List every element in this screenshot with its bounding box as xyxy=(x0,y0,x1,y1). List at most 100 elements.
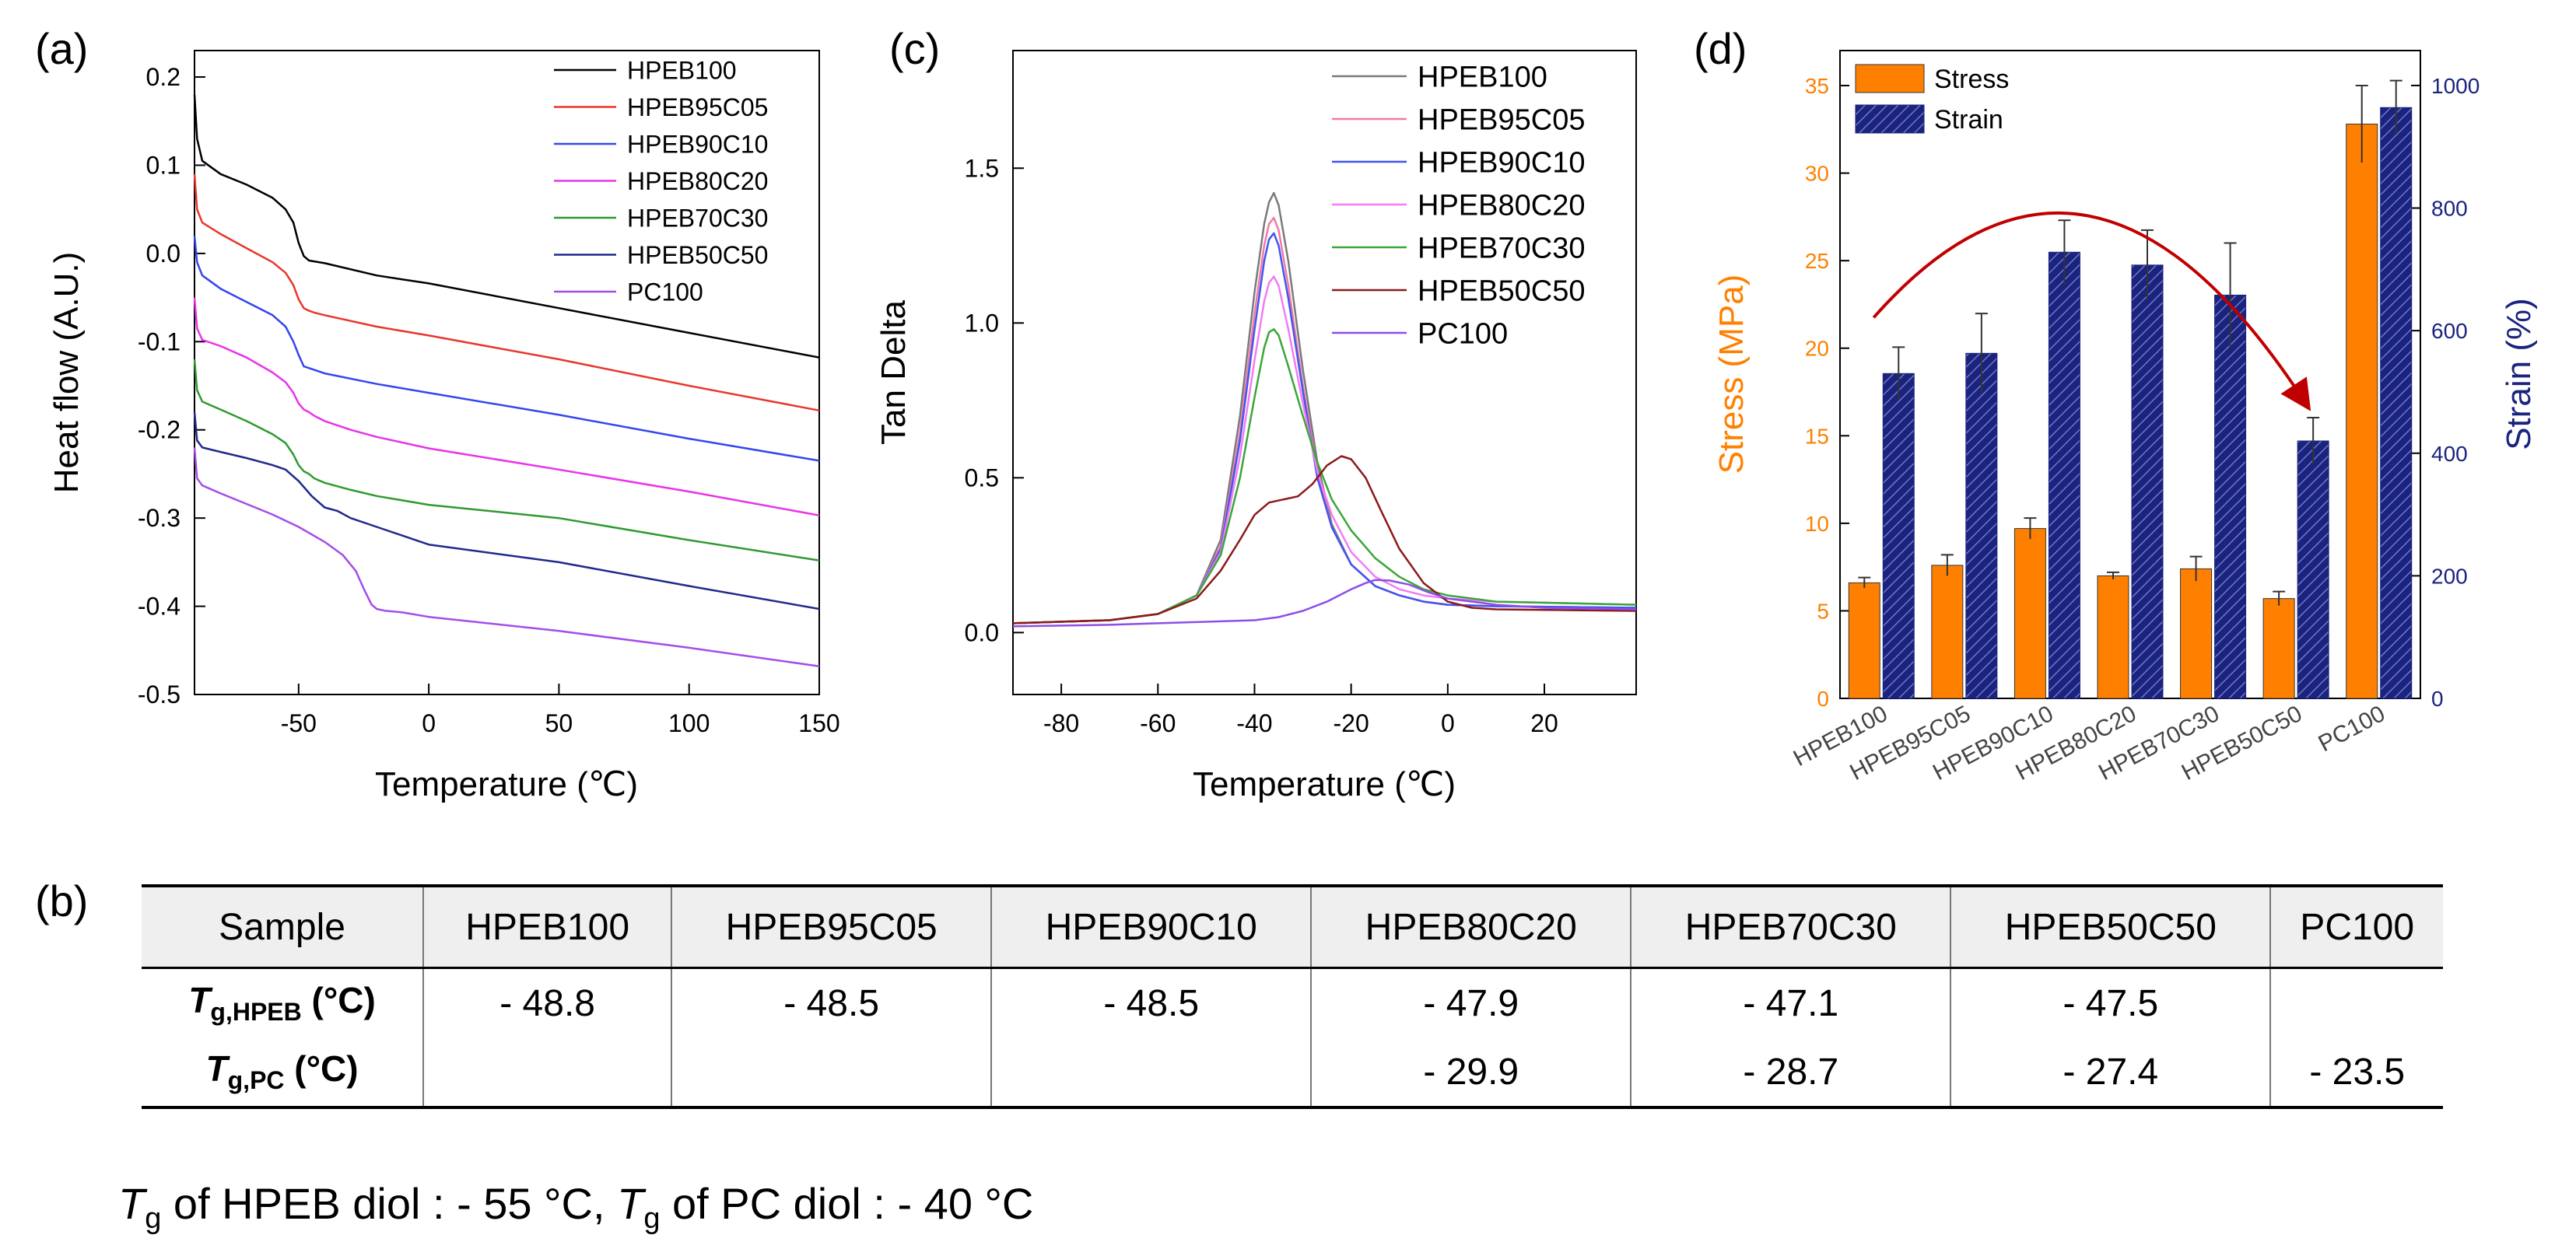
strain-bar-hpeb80c20 xyxy=(2131,264,2164,699)
table-row-tg-hpeb: Tg,HPEB (°C) - 48.8 - 48.5 - 48.5 - 47.9… xyxy=(142,967,2443,1037)
legend-label-pc100: PC100 xyxy=(1418,318,1508,351)
stress-tick-label: 25 xyxy=(1805,249,1829,273)
table-cell: - 47.1 xyxy=(1630,967,1951,1037)
table-header-cell: HPEB95C05 xyxy=(671,884,992,969)
panel-label-b: (b) xyxy=(35,876,88,925)
stress-tick-label: 30 xyxy=(1805,162,1829,186)
table-cell xyxy=(671,1037,992,1109)
y-tick-label: 0.5 xyxy=(965,464,999,492)
legend-label-hpeb50c50: HPEB50C50 xyxy=(1418,275,1585,308)
x-tick-label: -40 xyxy=(1236,709,1272,737)
strain-tick-label: 800 xyxy=(2431,197,2468,221)
stress-bar-hpeb100 xyxy=(1848,582,1880,699)
x-tick-label: 0 xyxy=(1441,709,1455,737)
stress-tick-label: 10 xyxy=(1805,512,1829,536)
legend-swatch-stress xyxy=(1855,64,1925,93)
y-tick-label: -0.4 xyxy=(138,593,180,621)
series-line-hpeb90c10 xyxy=(193,236,820,462)
strain-tick-label: 1000 xyxy=(2431,74,2480,98)
stress-tick-label: 15 xyxy=(1805,424,1829,448)
legend-label-hpeb50c50: HPEB50C50 xyxy=(627,241,768,269)
legend-label-hpeb80c20: HPEB80C20 xyxy=(1418,190,1585,222)
strain-bar-hpeb100 xyxy=(1882,373,1915,699)
table-cell: - 48.8 xyxy=(422,967,672,1037)
stress-bar-pc100 xyxy=(2346,124,2378,699)
table-cell: - 29.9 xyxy=(1310,1037,1631,1109)
stress-tick-label: 35 xyxy=(1805,74,1829,98)
y-tick-label: 0.0 xyxy=(965,618,999,646)
strain-tick-label: 0 xyxy=(2431,687,2444,711)
strain-bar-hpeb90c10 xyxy=(2048,251,2080,699)
table-cell: - 47.5 xyxy=(1950,967,2271,1037)
table-cell xyxy=(422,1037,672,1109)
x-tick-label: 20 xyxy=(1530,709,1558,737)
series-line-pc100 xyxy=(193,447,820,667)
strain-bar-hpeb95c05 xyxy=(1965,352,1998,699)
legend-label-hpeb95c05: HPEB95C05 xyxy=(1418,104,1585,137)
panel-label-c: (c) xyxy=(889,24,940,73)
legend-label-hpeb90c10: HPEB90C10 xyxy=(627,131,768,159)
y-tick-label: -0.5 xyxy=(138,680,180,708)
strain-bar-pc100 xyxy=(2380,107,2413,699)
tg-table: Sample HPEB100 HPEB95C05 HPEB90C10 HPEB8… xyxy=(142,884,2443,1109)
y-tick-label: -0.2 xyxy=(138,416,180,444)
series-line-hpeb70c30 xyxy=(193,359,820,562)
row-label-tg-pc: Tg,PC (°C) xyxy=(142,1037,424,1109)
stress-bar-hpeb80c20 xyxy=(2097,575,2129,699)
y-tick-label: -0.3 xyxy=(138,504,180,532)
table-cell: - 27.4 xyxy=(1950,1037,2271,1109)
stress-tick-label: 0 xyxy=(1817,687,1829,711)
heat-flow-plot-frame xyxy=(194,50,820,695)
heat-flow-y-label: Heat flow (A.U.) xyxy=(47,252,86,494)
category-label-pc100: PC100 xyxy=(2315,701,2389,757)
stress-tick-label: 20 xyxy=(1805,337,1829,361)
series-line-hpeb100 xyxy=(193,94,820,359)
stress-bar-hpeb50c50 xyxy=(2262,598,2295,699)
legend-label-hpeb100: HPEB100 xyxy=(1418,61,1547,94)
series-line-hpeb70c30 xyxy=(1012,328,1637,625)
table-header-cell: HPEB100 xyxy=(422,884,672,969)
table-cell: - 28.7 xyxy=(1630,1037,1951,1109)
table-cell: - 48.5 xyxy=(671,967,992,1037)
series-line-hpeb95c05 xyxy=(193,173,820,412)
tan-delta-x-label: Temperature (℃) xyxy=(1193,765,1456,803)
x-tick-label: -60 xyxy=(1140,709,1176,737)
table-cell xyxy=(2269,967,2443,1037)
heat-flow-chart: -50 0 50 100 150 0.2 0.1 0.0 -0.1 -0.2 -0.3 -0.4 -0.… xyxy=(47,50,840,803)
legend-label-hpeb95c05: HPEB95C05 xyxy=(627,93,768,121)
legend-label-hpeb70c30: HPEB70C30 xyxy=(1418,233,1585,265)
table-header-cell: HPEB80C20 xyxy=(1310,884,1631,969)
strain-axis-label: Strain (%) xyxy=(2500,298,2538,450)
tan-delta-plot-frame xyxy=(1012,50,1637,695)
stress-bar-hpeb90c10 xyxy=(2013,528,2046,699)
strain-bar-hpeb70c30 xyxy=(2214,294,2247,699)
x-tick-label: 100 xyxy=(668,709,710,737)
x-tick-label: -80 xyxy=(1043,709,1079,737)
legend-swatch-strain xyxy=(1855,104,1925,134)
tan-delta-y-label: Tan Delta xyxy=(874,300,913,445)
stress-axis-label: Stress (MPa) xyxy=(1712,275,1751,474)
legend-label-stress: Stress xyxy=(1934,65,2009,94)
table-cell: - 47.9 xyxy=(1310,967,1631,1037)
panel-label-a: (a) xyxy=(35,24,88,73)
table-cell: - 48.5 xyxy=(990,967,1312,1037)
heat-flow-x-label: Temperature (℃) xyxy=(375,765,638,803)
strain-bar-hpeb50c50 xyxy=(2297,440,2329,699)
row-label-tg-hpeb: Tg,HPEB (°C) xyxy=(188,980,376,1027)
tg-table-grid: Sample HPEB100 HPEB95C05 HPEB90C10 HPEB8… xyxy=(142,884,2443,1109)
series-line-hpeb50c50 xyxy=(193,411,820,611)
legend-label-hpeb80c20: HPEB80C20 xyxy=(627,167,768,195)
legend-label-strain: Strain xyxy=(1934,105,2003,135)
y-tick-label: -0.1 xyxy=(138,327,180,355)
strain-tick-label: 200 xyxy=(2431,564,2468,588)
series-line-hpeb80c20 xyxy=(193,297,820,516)
stress-bar-hpeb95c05 xyxy=(1931,565,1964,699)
y-tick-label: 0.1 xyxy=(146,151,180,179)
stress-tick-label: 5 xyxy=(1817,599,1829,623)
table-header-cell: PC100 xyxy=(2269,884,2443,969)
series-line-hpeb80c20 xyxy=(1012,275,1637,625)
table-header-cell: HPEB50C50 xyxy=(1950,884,2271,969)
x-tick-label: -20 xyxy=(1334,709,1369,737)
y-tick-label: 0.0 xyxy=(146,240,180,268)
x-tick-label: 150 xyxy=(798,709,839,737)
